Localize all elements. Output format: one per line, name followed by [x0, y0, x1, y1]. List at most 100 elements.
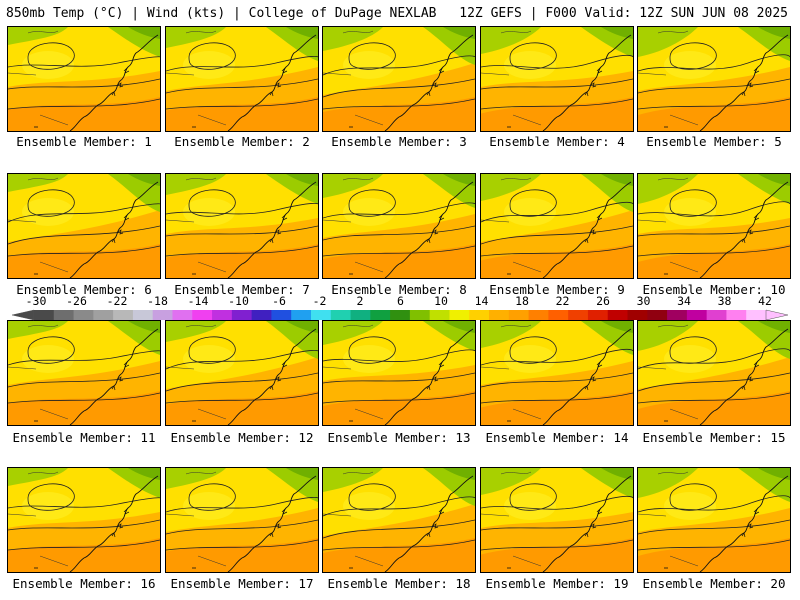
ensemble-panel-3[interactable]	[322, 26, 476, 132]
temperature-map	[8, 174, 160, 278]
colorbar-swatch	[587, 310, 609, 320]
ensemble-member-label: Ensemble Member: 2	[174, 134, 310, 149]
ensemble-member-label: Ensemble Member: 5	[646, 134, 782, 149]
ensemble-panel-9[interactable]	[480, 173, 634, 279]
colorbar-swatch	[152, 310, 173, 320]
ensemble-member-label: Ensemble Member: 1	[16, 134, 152, 149]
colorbar-tick-label: -26	[66, 294, 87, 308]
ensemble-member-label: Ensemble Member: 14	[485, 430, 629, 445]
ensemble-panel-8[interactable]	[322, 173, 476, 279]
temperature-map	[166, 174, 318, 278]
colorbar-swatch	[212, 310, 233, 320]
ensemble-panel-15[interactable]	[637, 320, 791, 426]
colorbar-swatch	[132, 310, 154, 320]
ensemble-panel-13[interactable]	[322, 320, 476, 426]
temperature-map	[323, 468, 475, 572]
colorbar-swatch	[548, 310, 569, 320]
ensemble-member-label: Ensemble Member: 16	[12, 576, 156, 591]
temperature-map	[638, 468, 790, 572]
colorbar-tick-label: 6	[397, 294, 404, 308]
colorbar-swatch	[489, 310, 510, 320]
colorbar-swatch	[627, 310, 648, 320]
temperature-map	[8, 321, 160, 425]
colorbar-swatch	[350, 310, 371, 320]
colorbar-swatch	[667, 310, 688, 320]
colorbar-tick-label: 42	[758, 294, 772, 308]
ensemble-panel-1[interactable]	[7, 26, 161, 132]
colorbar-tick-label: 34	[677, 294, 691, 308]
ensemble-member-label: Ensemble Member: 15	[642, 430, 786, 445]
ensemble-panel-20[interactable]	[637, 467, 791, 573]
ensemble-panel-12[interactable]	[165, 320, 319, 426]
colorbar-swatch	[568, 310, 589, 320]
colorbar-swatch	[390, 310, 411, 320]
ensemble-panel-16[interactable]	[7, 467, 161, 573]
ensemble-member-label: Ensemble Member: 10	[642, 282, 786, 297]
colorbar-swatch	[429, 310, 450, 320]
colorbar-swatch	[271, 310, 292, 320]
colorbar-swatch	[370, 310, 391, 320]
colorbar-swatch	[34, 310, 55, 320]
ensemble-panel-6[interactable]	[7, 173, 161, 279]
ensemble-panel-10[interactable]	[637, 173, 791, 279]
ensemble-panel-2[interactable]	[165, 26, 319, 132]
colorbar-labels: -30 -26 -22 -18 -14 -10 -6 -2 2 6 10 14 18 22 26 30 34 38…	[0, 294, 800, 308]
colorbar-tick-label: 38	[717, 294, 732, 308]
temperature-map	[481, 468, 633, 572]
ensemble-member-label: Ensemble Member: 19	[485, 576, 629, 591]
colorbar-tick-label: 22	[555, 294, 570, 308]
colorbar-tick-label: -10	[228, 294, 249, 308]
ensemble-member-label: Ensemble Member: 13	[327, 430, 471, 445]
ensemble-panel-4[interactable]	[480, 26, 634, 132]
colorbar-swatch	[172, 310, 193, 320]
colorbar-swatch	[746, 310, 767, 320]
colorbar-swatch	[251, 310, 272, 320]
colorbar-tick-label: -18	[147, 294, 168, 308]
ensemble-panel-7[interactable]	[165, 173, 319, 279]
temperature-colorbar	[12, 309, 788, 321]
temperature-map	[166, 321, 318, 425]
ensemble-panel-18[interactable]	[322, 467, 476, 573]
temperature-map	[323, 27, 475, 131]
ensemble-panel-17[interactable]	[165, 467, 319, 573]
colorbar-swatch	[706, 310, 727, 320]
ensemble-member-label: Ensemble Member: 11	[12, 430, 156, 445]
colorbar-tick-label: -30	[25, 294, 47, 308]
colorbar-tick-label: 10	[434, 294, 448, 308]
colorbar-swatch	[726, 310, 747, 320]
ensemble-panel-14[interactable]	[480, 320, 634, 426]
ensemble-member-label: Ensemble Member: 20	[642, 576, 786, 591]
ensemble-member-label: Ensemble Member: 12	[170, 430, 314, 445]
temperature-map	[638, 174, 790, 278]
temperature-map	[323, 321, 475, 425]
colorbar-tick-label: 2	[356, 294, 364, 308]
temperature-map	[166, 468, 318, 572]
colorbar-tick-label: -2	[312, 294, 327, 308]
colorbar-tick-label: 26	[596, 294, 610, 308]
valid-time-label: 12Z GEFS | F000 Valid: 12Z SUN JUN 08 20…	[459, 6, 788, 21]
colorbar-swatch	[113, 310, 134, 320]
temperature-map	[8, 27, 160, 131]
colorbar-swatch	[330, 310, 351, 320]
ensemble-panel-19[interactable]	[480, 467, 634, 573]
temperature-map	[166, 27, 318, 131]
colorbar-swatch	[73, 310, 94, 320]
temperature-map	[481, 27, 633, 131]
colorbar-swatch	[93, 310, 114, 320]
ensemble-panel-5[interactable]	[637, 26, 791, 132]
colorbar-swatch	[647, 310, 668, 320]
temperature-map	[481, 174, 633, 278]
ensemble-member-label: Ensemble Member: 8	[331, 282, 467, 297]
colorbar-swatch	[231, 310, 253, 320]
colorbar-max-arrow	[765, 309, 788, 321]
temperature-map	[638, 321, 790, 425]
temperature-map	[8, 468, 160, 572]
colorbar-tick-label: -14	[187, 294, 209, 308]
ensemble-panel-11[interactable]	[7, 320, 161, 426]
ensemble-member-label: Ensemble Member: 18	[327, 576, 471, 591]
colorbar-tick-label: -22	[106, 294, 128, 308]
map-title: 850mb Temp (°C) | Wind (kts) | College o…	[6, 6, 437, 21]
temperature-map	[638, 27, 790, 131]
temperature-map	[481, 321, 633, 425]
colorbar-swatch	[469, 310, 490, 320]
